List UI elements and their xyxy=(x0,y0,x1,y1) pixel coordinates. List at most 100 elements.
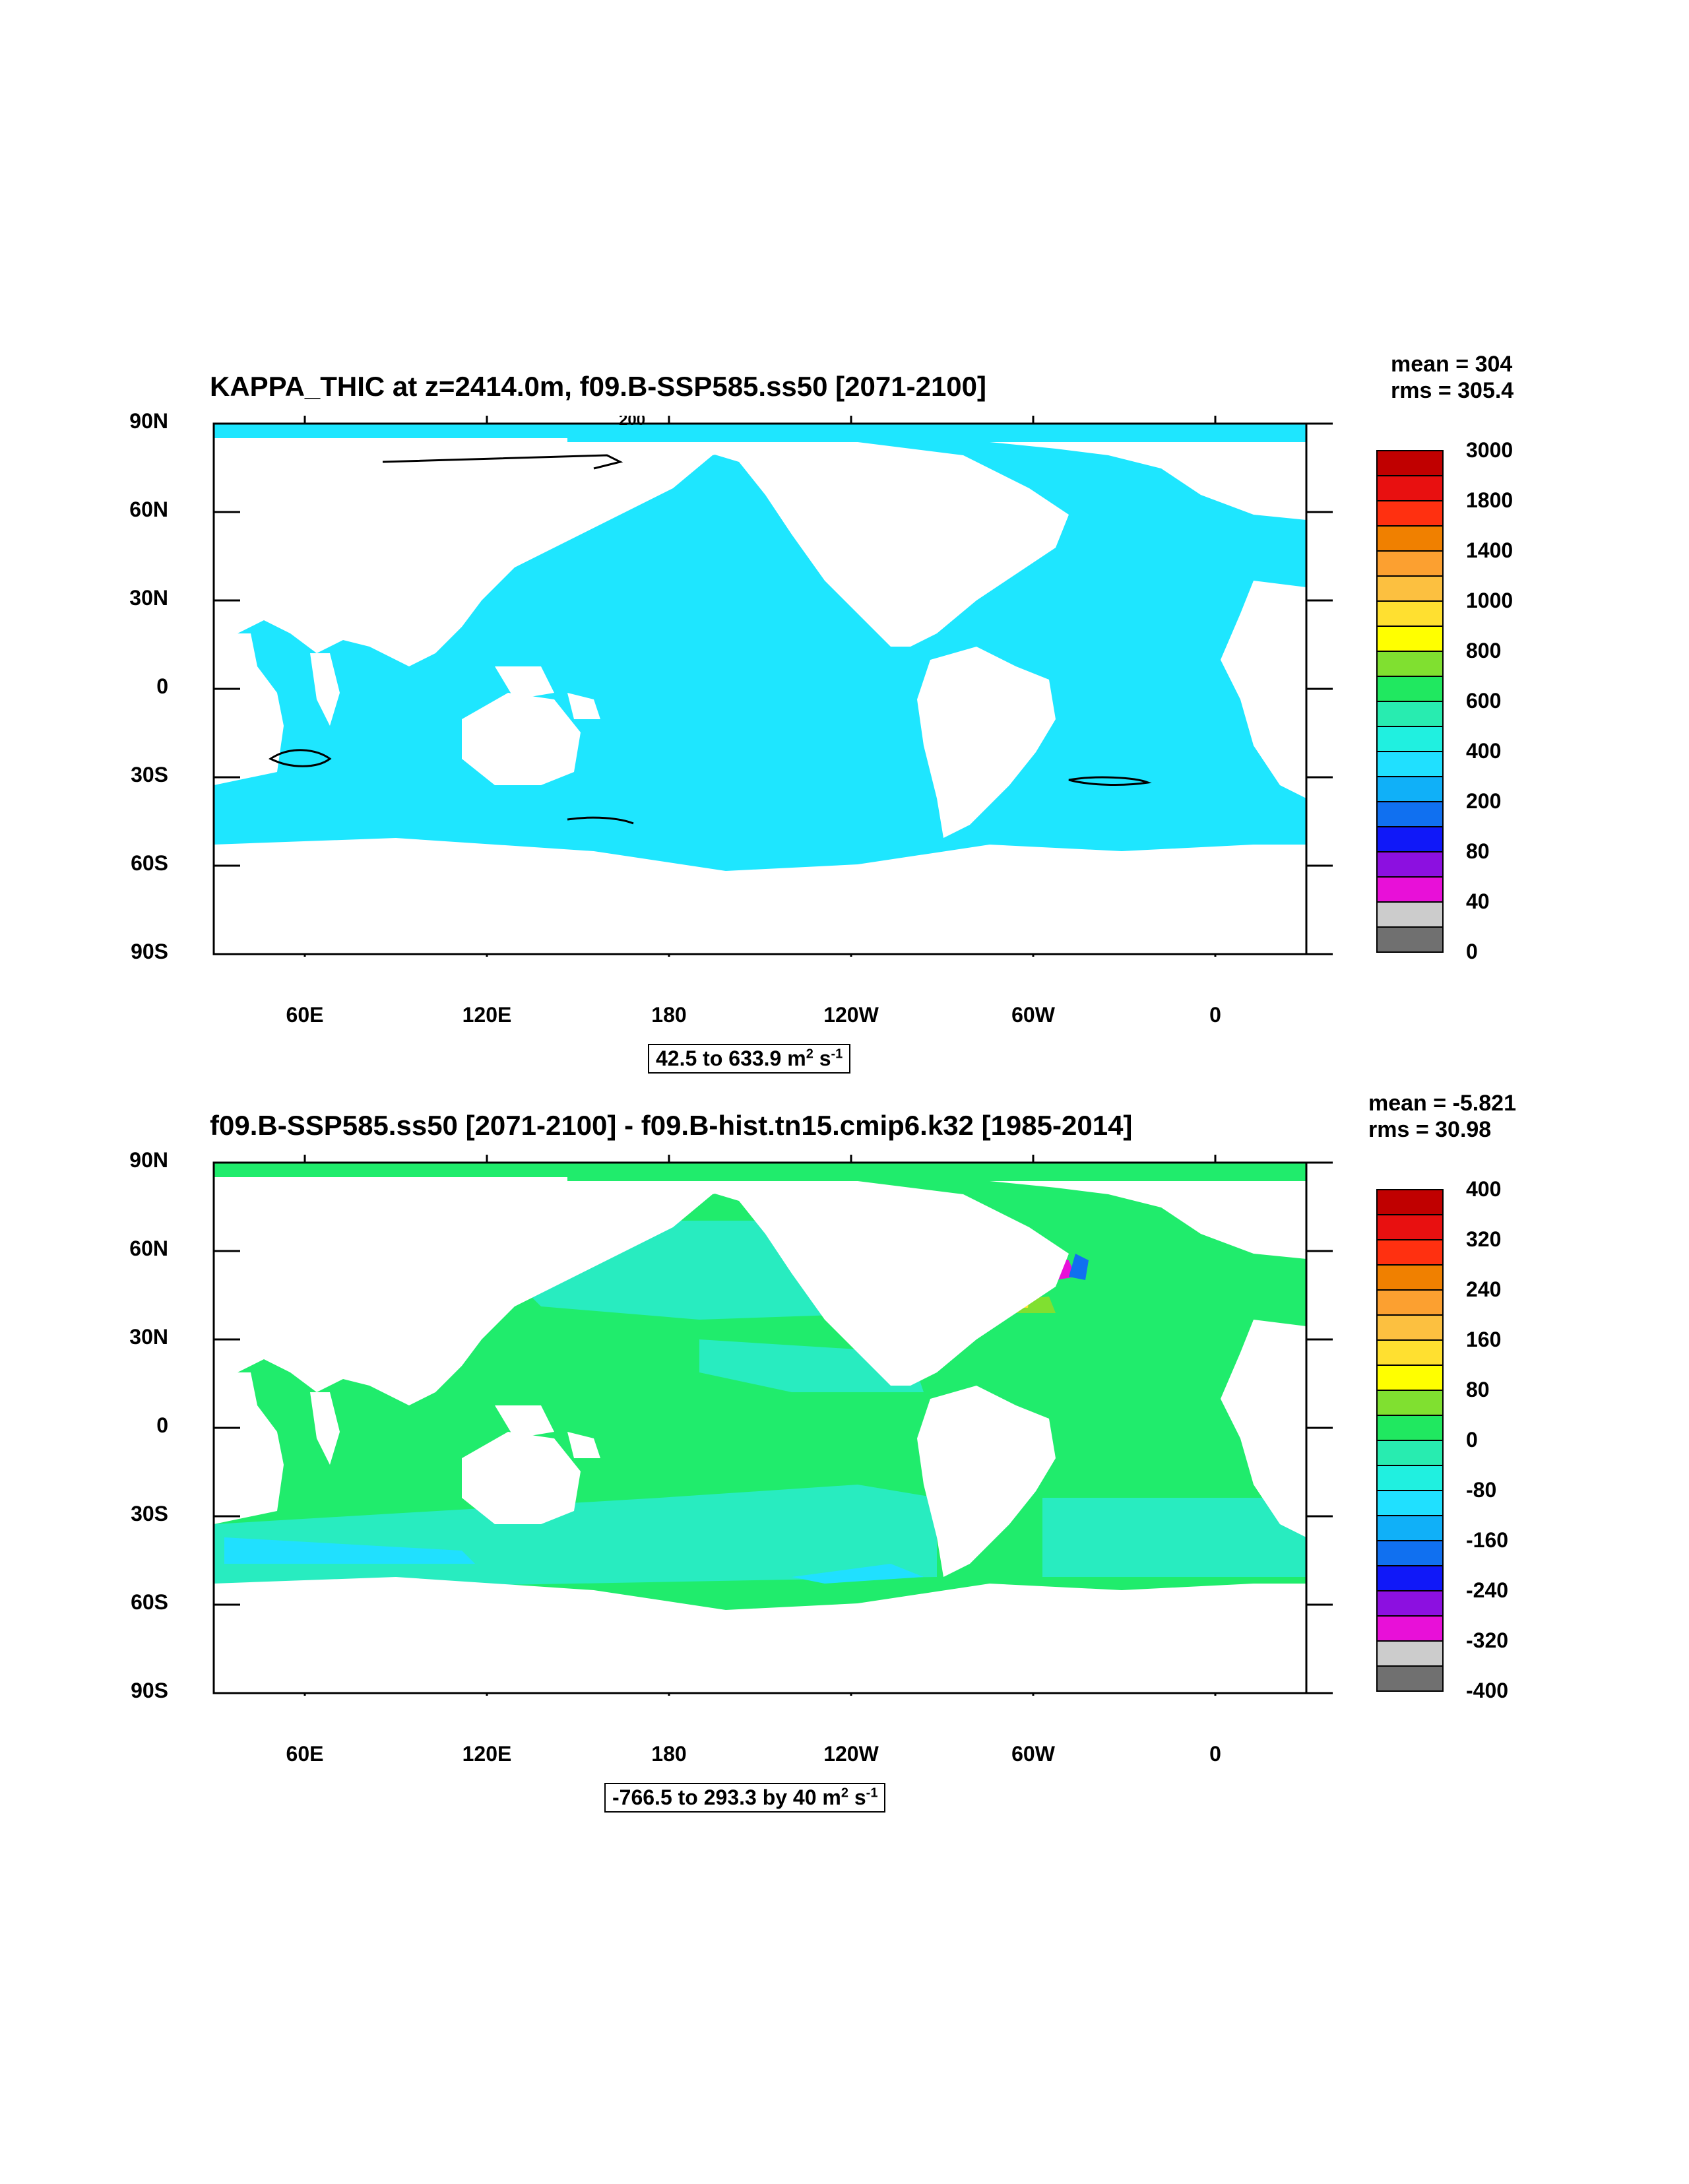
panel-title: f09.B-SSP585.ss50 [2071-2100] - f09.B-hi… xyxy=(210,1110,1133,1141)
colorbar-label: 400 xyxy=(1466,1177,1502,1201)
lon-ticks xyxy=(303,416,1217,957)
lon-label: 0 xyxy=(1209,1742,1221,1766)
stats-block: mean = -5.821 rms = 30.98 xyxy=(1368,1090,1516,1143)
range-unit: s xyxy=(848,1785,866,1809)
range-exp: -1 xyxy=(831,1046,843,1062)
difference-field xyxy=(214,1155,1320,1693)
colorbar-swatch xyxy=(1376,1189,1444,1215)
range-box: 42.5 to 633.9 m2 s-1 xyxy=(648,1044,851,1074)
colorbar-swatch xyxy=(1376,450,1444,476)
lat-label: 30N xyxy=(129,586,168,610)
lat-label: 90S xyxy=(131,940,168,963)
colorbar-swatch xyxy=(1376,525,1444,552)
colorbar-swatch xyxy=(1376,751,1444,777)
lon-label: 120W xyxy=(823,1003,879,1027)
colorbar-swatch xyxy=(1376,701,1444,727)
colorbar-swatch xyxy=(1376,1640,1444,1667)
lat-label: 90N xyxy=(129,1148,168,1172)
map-plot: 200 xyxy=(212,416,1333,957)
colorbar-label: 240 xyxy=(1466,1277,1502,1301)
colorbar-swatch xyxy=(1376,1565,1444,1591)
colorbar-label: 1800 xyxy=(1466,488,1514,512)
colorbar-swatch xyxy=(1376,1440,1444,1466)
lon-label: 60W xyxy=(1011,1003,1055,1027)
range-exp: 2 xyxy=(841,1785,848,1801)
colorbar-swatch xyxy=(1376,1390,1444,1416)
lat-label: 0 xyxy=(156,674,168,698)
panel-title: KAPPA_THIC at z=2414.0m, f09.B-SSP585.ss… xyxy=(210,371,987,402)
lat-label: 90S xyxy=(131,1679,168,1702)
stat-rms: rms = 305.4 xyxy=(1391,378,1514,403)
land-mask xyxy=(214,416,1320,954)
colorbar-swatch xyxy=(1376,1289,1444,1316)
colorbar-swatch xyxy=(1376,550,1444,577)
colorbar-label: 80 xyxy=(1466,839,1490,863)
colorbar-swatch xyxy=(1376,901,1444,928)
colorbar-swatch xyxy=(1376,651,1444,677)
colorbar xyxy=(1376,1189,1444,1692)
colorbar-label: 320 xyxy=(1466,1227,1502,1251)
colorbar-swatch xyxy=(1376,575,1444,602)
map-plot xyxy=(212,1155,1333,1696)
colorbar-swatch xyxy=(1376,1214,1444,1240)
stat-mean: mean = -5.821 xyxy=(1368,1091,1516,1116)
lon-label: 180 xyxy=(651,1742,687,1766)
colorbar-label: 1000 xyxy=(1466,589,1514,612)
colorbar-swatch xyxy=(1376,600,1444,627)
colorbar-swatch xyxy=(1376,776,1444,802)
stat-mean: mean = 304 xyxy=(1391,352,1513,377)
lon-label: 120E xyxy=(462,1003,512,1027)
stat-rms: rms = 30.98 xyxy=(1368,1117,1492,1142)
colorbar-label: 600 xyxy=(1466,689,1502,713)
range-text: 42.5 to 633.9 m xyxy=(656,1046,806,1070)
colorbar-swatch xyxy=(1376,926,1444,953)
colorbar-swatch xyxy=(1376,1465,1444,1491)
colorbar-label: -320 xyxy=(1466,1628,1509,1652)
range-exp: 2 xyxy=(806,1046,813,1062)
lat-label: 60S xyxy=(131,1590,168,1614)
colorbar-swatch xyxy=(1376,1590,1444,1617)
colorbar-label: 400 xyxy=(1466,739,1502,763)
lat-label: 30S xyxy=(131,1502,168,1526)
colorbar-swatch xyxy=(1376,826,1444,852)
colorbar-swatch xyxy=(1376,500,1444,527)
lat-ticks xyxy=(214,1161,1333,1694)
lat-ticks xyxy=(214,422,1333,955)
lon-label: 60W xyxy=(1011,1742,1055,1766)
colorbar-label: 0 xyxy=(1466,1428,1478,1452)
colorbar-swatch xyxy=(1376,1264,1444,1291)
colorbar-label: 800 xyxy=(1466,639,1502,662)
colorbar-swatch xyxy=(1376,1239,1444,1266)
lat-label: 60N xyxy=(129,498,168,521)
colorbar-swatch xyxy=(1376,676,1444,702)
colorbar-swatch xyxy=(1376,851,1444,878)
colorbar-label: -240 xyxy=(1466,1578,1509,1602)
lat-label: 30S xyxy=(131,763,168,787)
colorbar-label: 0 xyxy=(1466,940,1478,963)
lon-label: 120W xyxy=(823,1742,879,1766)
colorbar-swatch xyxy=(1376,1540,1444,1566)
lat-label: 0 xyxy=(156,1413,168,1437)
ocean-field: 200 xyxy=(214,416,1320,954)
colorbar-swatch xyxy=(1376,1339,1444,1366)
lon-label: 120E xyxy=(462,1742,512,1766)
colorbar-label: -400 xyxy=(1466,1679,1509,1702)
colorbar-label: 200 xyxy=(1466,789,1502,813)
colorbar-label: 3000 xyxy=(1466,438,1514,462)
colorbar-label: -80 xyxy=(1466,1478,1497,1502)
colorbar-swatch xyxy=(1376,876,1444,903)
lon-label: 0 xyxy=(1209,1003,1221,1027)
lon-label: 180 xyxy=(651,1003,687,1027)
stats-block: mean = 304 rms = 305.4 xyxy=(1391,351,1514,404)
colorbar-label: 40 xyxy=(1466,889,1490,913)
colorbar xyxy=(1376,450,1444,953)
colorbar-swatch xyxy=(1376,1515,1444,1541)
panel-difference: f09.B-SSP585.ss50 [2071-2100] - f09.B-hi… xyxy=(0,1082,1689,1828)
lat-label: 60S xyxy=(131,851,168,875)
contour-label: 200 xyxy=(619,416,645,429)
colorbar-label: 1400 xyxy=(1466,538,1514,562)
lat-label: 60N xyxy=(129,1237,168,1260)
range-exp: -1 xyxy=(866,1785,878,1801)
colorbar-swatch xyxy=(1376,1365,1444,1391)
colorbar-swatch xyxy=(1376,626,1444,652)
